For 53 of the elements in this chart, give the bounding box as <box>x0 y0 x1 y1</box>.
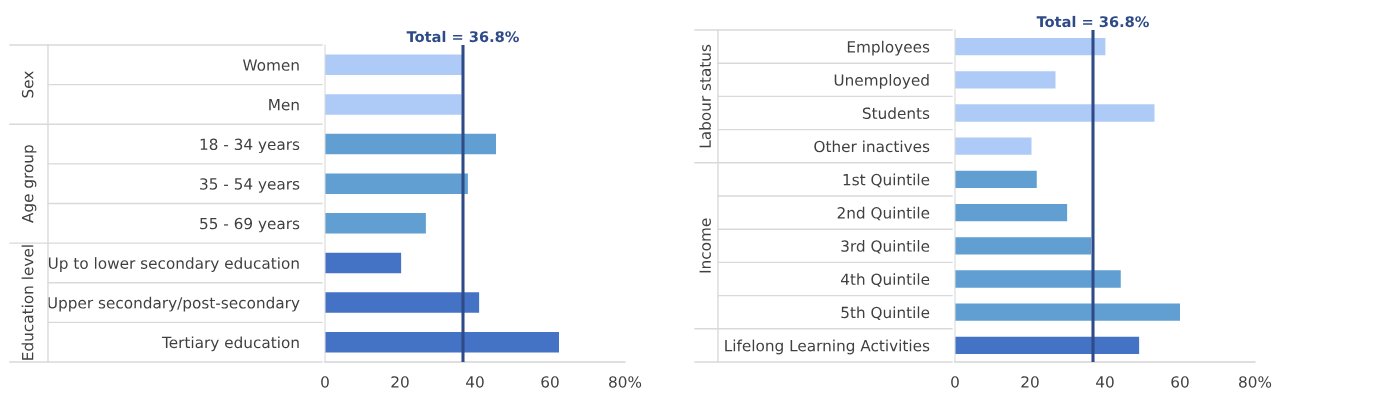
bar <box>955 71 1056 89</box>
bar <box>325 173 468 194</box>
ref-line-label: Total = 36.8% <box>1036 15 1149 28</box>
y-tick-label: Employees <box>847 40 930 56</box>
text: Education level <box>21 245 34 360</box>
y-tick-label: 3rd Quintile <box>841 240 930 254</box>
text: Age group <box>22 145 37 223</box>
y-tick-label: Up to lower secondary education <box>48 257 299 272</box>
bar <box>955 203 1068 222</box>
y-tick-label: 2nd Quintile <box>837 206 930 221</box>
y-tick-label: 55 - 69 years <box>200 217 300 233</box>
y-tick-label: Tertiary education <box>161 336 299 352</box>
bar <box>325 94 462 115</box>
bar <box>955 137 1032 155</box>
x-tick-label: 0 <box>951 376 959 388</box>
x-tick-label: 60 <box>1171 376 1189 388</box>
bar <box>325 133 496 155</box>
bar <box>955 37 1106 56</box>
bar <box>325 292 480 313</box>
y-tick-label: 4th Quintile <box>840 273 930 287</box>
x-tick-label: 80% <box>609 376 642 388</box>
y-tick-label: Men <box>269 99 299 111</box>
text: Labour status <box>699 44 711 148</box>
bar <box>955 303 1180 321</box>
bar <box>325 213 426 234</box>
y-tick-label: Women <box>242 59 299 71</box>
x-tick-label: 20 <box>391 376 409 388</box>
y-tick-label: Other inactives <box>814 140 930 153</box>
bar <box>955 336 1140 355</box>
bar <box>955 237 1092 255</box>
text: Income <box>699 218 711 273</box>
ref-line-label: Total = 36.8% <box>406 30 519 43</box>
y-tick-label: 5th Quintile <box>841 306 930 320</box>
x-tick-label: 20 <box>1021 376 1039 388</box>
x-tick-label: 40 <box>1096 376 1114 388</box>
x-tick-label: 40 <box>466 376 484 388</box>
x-tick-label: 0 <box>321 376 329 388</box>
bar <box>955 170 1037 189</box>
x-tick-label: 80% <box>1239 376 1272 388</box>
bar <box>955 104 1155 122</box>
y-tick-label: Students <box>862 107 930 120</box>
y-tick-label: Unemployed <box>834 74 929 89</box>
bar <box>325 54 463 76</box>
y-tick-label: 1st Quintile <box>843 173 930 188</box>
y-tick-label: Lifelong Learning Activities <box>725 339 930 355</box>
y-tick-label: Upper secondary/post-secondary <box>48 296 300 312</box>
x-tick-label: 60 <box>541 376 559 388</box>
bar <box>325 252 402 274</box>
text: Sex <box>21 71 34 98</box>
y-tick-label: 35 - 54 years <box>200 178 300 193</box>
bar <box>325 331 559 353</box>
y-tick-label: 18 - 34 years <box>200 138 300 154</box>
bar <box>955 270 1121 288</box>
